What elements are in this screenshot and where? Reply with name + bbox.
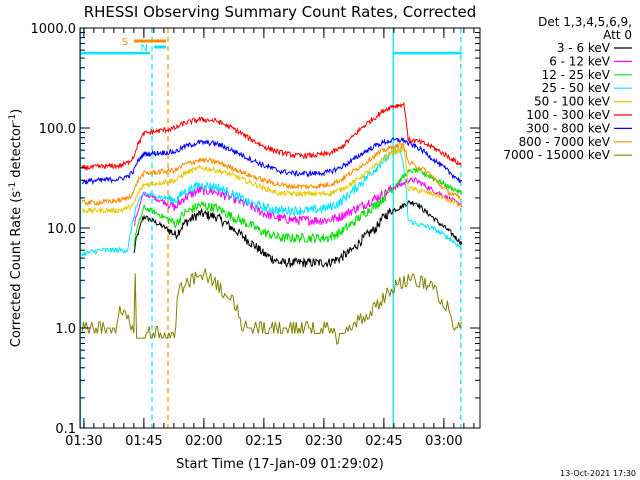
timestamp: 13-Oct-2021 17:30 — [560, 469, 636, 478]
y-axis-label-sup: -1 — [8, 182, 18, 191]
x-tick-label-1: 01:45 — [125, 434, 162, 449]
y-axis: 0.1 1.0 10.0 100.0 1000.0 — [31, 22, 480, 437]
x-axis: 01:30 01:45 02:00 02:15 02:30 02:45 03:00 — [65, 28, 475, 449]
legend-label-300-800-kev: 300 - 800 keV — [526, 121, 610, 135]
chart-title: RHESSI Observing Summary Count Rates, Co… — [84, 3, 477, 21]
x-tick-label-6: 03:00 — [425, 434, 462, 449]
x-tick-label-0: 01:30 — [65, 434, 102, 449]
series-line-50-100-kev — [81, 146, 462, 215]
legend-label-7000-15000-kev: 7000 - 15000 keV — [503, 148, 610, 162]
y-axis-label-tail: detector — [9, 122, 24, 182]
y-axis-label-sup2: -1 — [8, 114, 18, 123]
x-tick-label-4: 02:30 — [305, 434, 342, 449]
legend-label-800-7000-kev: 800 - 7000 keV — [519, 135, 611, 149]
legend-label-3-6-kev: 3 - 6 keV — [557, 41, 611, 55]
y-axis-label-main: Corrected Count Rate (s — [9, 191, 24, 348]
series-line-800-7000-kev — [81, 142, 462, 206]
legend-label-50-100-kev: 50 - 100 keV — [534, 95, 611, 109]
flag-label-n: N — [141, 43, 148, 54]
x-tick-label-2: 02:00 — [185, 434, 222, 449]
x-tick-label-3: 02:15 — [245, 434, 282, 449]
legend-header-line-2: Att 0 — [603, 28, 632, 42]
y-tick-label-4: 1000.0 — [31, 22, 77, 37]
legend-header-line-1: Det 1,3,4,5,6,9, — [538, 15, 632, 29]
series-line-6-12-kev — [133, 177, 463, 227]
series-line-7000-15000-kev — [81, 268, 462, 345]
y-tick-label-3: 100.0 — [39, 122, 76, 137]
y-axis-label: Corrected Count Rate (s-1 detector-1) — [8, 109, 24, 347]
flag-label-s: S — [122, 37, 128, 48]
x-tick-label-5: 02:45 — [365, 434, 402, 449]
series-line-100-300-kev — [81, 102, 462, 171]
y-tick-label-2: 10.0 — [47, 222, 76, 237]
y-axis-label-close: ) — [9, 109, 24, 114]
x-axis-label: Start Time (17-Jan-09 01:29:02) — [176, 457, 384, 472]
legend-label-6-12-kev: 6 - 12 keV — [549, 54, 611, 68]
y-tick-label-1: 1.0 — [55, 322, 76, 337]
series-line-300-800-kev — [81, 137, 462, 186]
flag-layer: SN — [122, 37, 166, 54]
legend-label-100-300-kev: 100 - 300 keV — [526, 108, 610, 122]
legend-label-12-25-kev: 12 - 25 keV — [542, 68, 611, 82]
y-tick-label-0: 0.1 — [55, 422, 76, 437]
series-layer — [81, 102, 463, 345]
legend-label-25-50-kev: 25 - 50 keV — [542, 81, 611, 95]
